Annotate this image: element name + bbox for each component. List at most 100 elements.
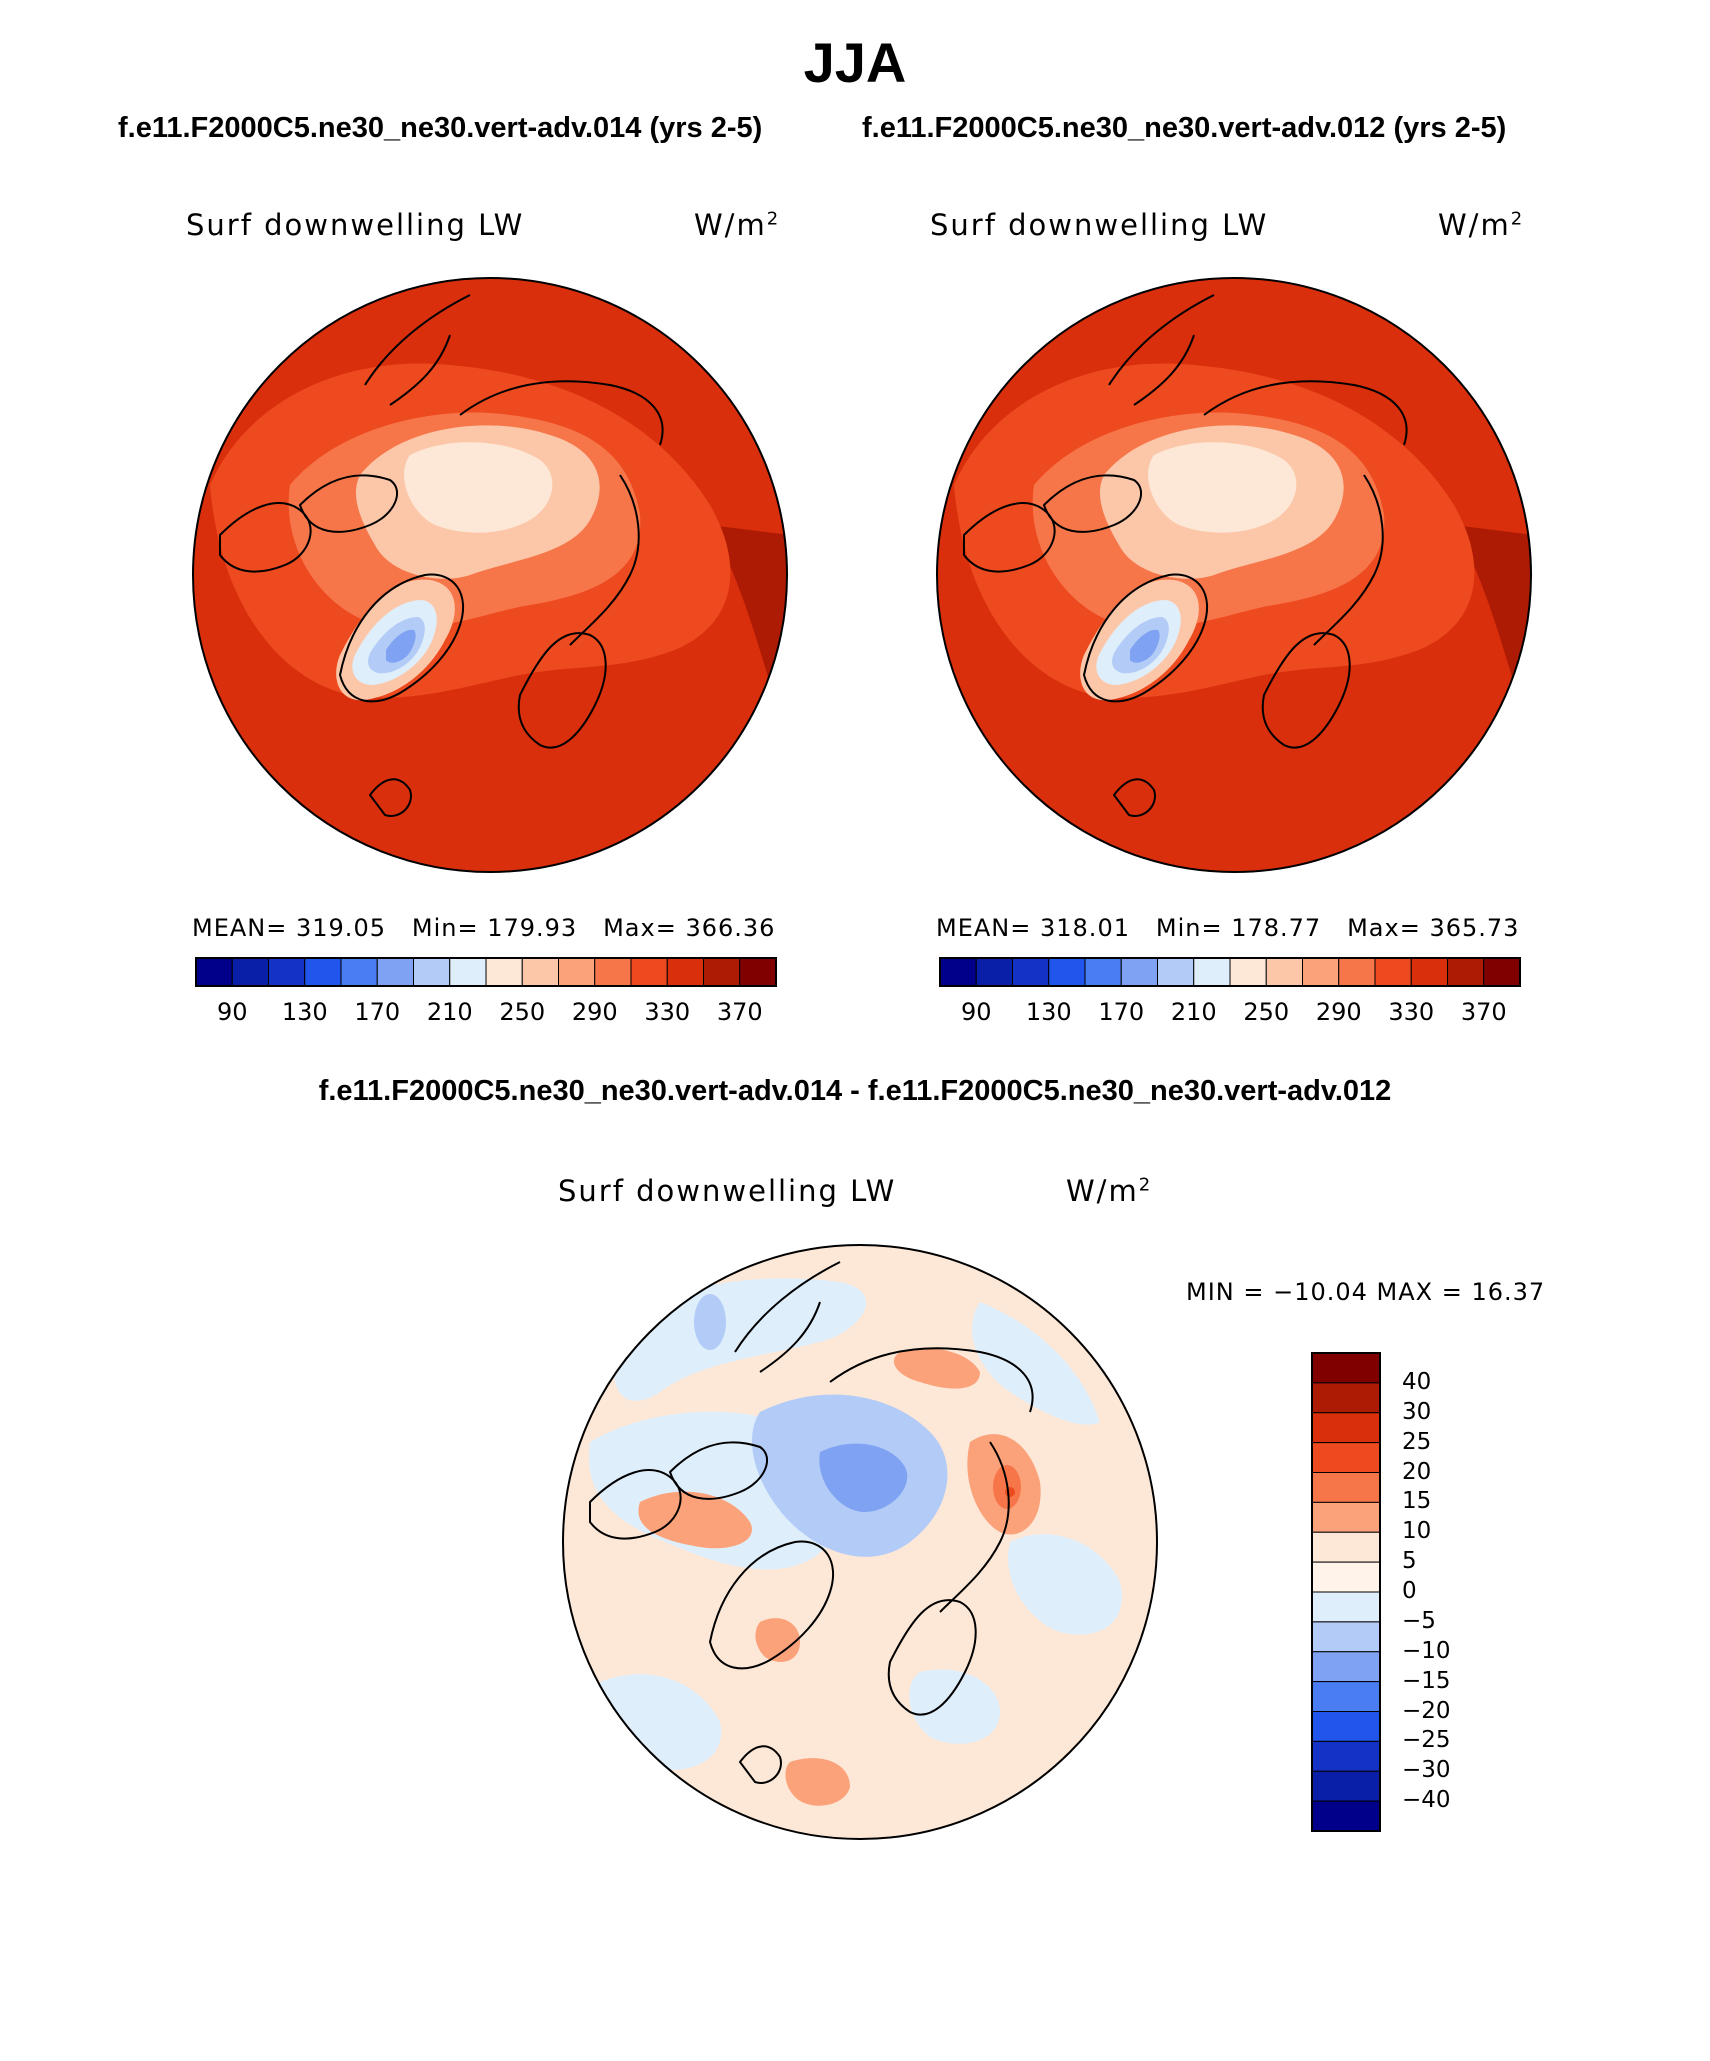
- coastline-alaska: [589, 1469, 682, 1540]
- colorbar-swatch: [521, 957, 559, 987]
- diff-band-10-15: [785, 1758, 850, 1806]
- diff-band-10-15: [755, 1618, 800, 1662]
- colorbar-tick-label: 370: [1460, 998, 1507, 1026]
- colorbar-tick-label: 130: [281, 998, 328, 1026]
- colorbar-swatch: [1120, 957, 1158, 987]
- coastline-eurasia: [459, 380, 664, 446]
- field-band-350: [1454, 525, 1531, 745]
- panel1-stats: MEAN= 319.05 Min= 179.93 Max= 366.36: [192, 914, 776, 942]
- colorbar-swatch: [1483, 957, 1521, 987]
- colorbar-tick-label: 290: [1315, 998, 1362, 1026]
- colorbar-swatch: [739, 957, 777, 987]
- colorbar-tick-label: −5: [1402, 1607, 1436, 1634]
- colorbar-swatch: [630, 957, 668, 987]
- colorbar-frame: [195, 957, 777, 987]
- coastline-canada-archipelago: [669, 1441, 769, 1500]
- diff-band-10-15: [638, 1491, 752, 1549]
- colorbar-swatch: [1311, 1711, 1381, 1742]
- colorbar-swatch: [1311, 1352, 1381, 1384]
- panel2-polar-map: [936, 277, 1532, 873]
- colorbar-swatch: [1311, 1472, 1381, 1503]
- colorbar-tick-label: −20: [1402, 1697, 1451, 1724]
- coastline-scandinavia: [1313, 474, 1384, 646]
- coastline-scandinavia: [939, 1441, 1010, 1613]
- colorbar-swatch: [376, 957, 414, 987]
- panel3-min-max: MIN = −10.04 MAX = 16.37: [1186, 1278, 1546, 1306]
- coastline-alaska: [219, 502, 312, 573]
- coastline-canada-archipelago: [299, 474, 399, 533]
- colorbar-swatch: [195, 957, 233, 987]
- colorbar-swatch: [1193, 957, 1231, 987]
- colorbar-tick-label: 90: [960, 998, 992, 1026]
- panel2-colorbar: [939, 957, 1521, 987]
- colorbar-swatch: [1311, 1561, 1381, 1593]
- colorbar-swatch: [449, 957, 487, 987]
- colorbar-swatch: [1084, 957, 1122, 987]
- colorbar-tick-label: −15: [1402, 1667, 1451, 1694]
- panel3-units: W/m2: [1066, 1174, 1153, 1208]
- colorbar-swatch: [1311, 1442, 1381, 1473]
- colorbar-tick-label: 20: [1402, 1458, 1432, 1485]
- colorbar-tick-label: 290: [571, 998, 618, 1026]
- colorbar-tick-label: 210: [426, 998, 473, 1026]
- coastline-eurasia: [829, 1347, 1034, 1413]
- colorbar-swatch: [231, 957, 269, 987]
- colorbar-swatch: [666, 957, 704, 987]
- colorbar-swatch: [340, 957, 378, 987]
- coastline-norway: [887, 1599, 977, 1716]
- colorbar-swatch: [1410, 957, 1448, 987]
- coastline-siberia: [364, 294, 471, 406]
- diff-band-neg5-0: [971, 1302, 1100, 1425]
- figure-title: JJA: [803, 31, 907, 94]
- colorbar-swatch: [939, 957, 977, 987]
- panel3-colorbar: [1311, 1352, 1381, 1832]
- colorbar-frame: [939, 957, 1521, 987]
- colorbar-tick-label: 25: [1402, 1428, 1432, 1455]
- colorbar-tick-label: 5: [1402, 1548, 1417, 1575]
- colorbar-swatch: [1265, 957, 1303, 987]
- colorbar-tick-label: 330: [644, 998, 691, 1026]
- difference-title: f.e11.F2000C5.ne30_ne30.vert-adv.014 - f…: [318, 1075, 1392, 1107]
- panel1-units: W/m2: [694, 208, 781, 242]
- colorbar-swatch: [1311, 1382, 1381, 1414]
- coastline-greenland: [1083, 573, 1209, 703]
- colorbar-swatch: [594, 957, 632, 987]
- colorbar-swatch: [1447, 957, 1485, 987]
- colorbar-tick-label: −25: [1402, 1727, 1451, 1754]
- colorbar-tick-label: 170: [354, 998, 401, 1026]
- colorbar-swatch: [413, 957, 451, 987]
- coastline-scandinavia: [569, 474, 640, 646]
- colorbar-swatch: [1311, 1501, 1381, 1533]
- colorbar-tick-label: 170: [1098, 998, 1145, 1026]
- panel3-polar-map: [562, 1244, 1158, 1840]
- coastline-alaska: [963, 502, 1056, 573]
- colorbar-swatch: [1012, 957, 1050, 987]
- coastline-siberia: [734, 1261, 841, 1373]
- colorbar-swatch: [1311, 1681, 1381, 1712]
- colorbar-swatch: [1338, 957, 1376, 987]
- greenland-band-170: [1130, 629, 1160, 663]
- colorbar-tick-label: 250: [499, 998, 546, 1026]
- diff-band-20-25: [1005, 1487, 1015, 1497]
- coastline-britain: [739, 1745, 782, 1784]
- colorbar-swatch: [558, 957, 596, 987]
- colorbar-tick-label: 40: [1402, 1368, 1432, 1395]
- coastline-greenland: [709, 1540, 835, 1670]
- colorbar-swatch: [1311, 1800, 1381, 1832]
- coastline-siberia: [1108, 294, 1215, 406]
- colorbar-swatch: [1374, 957, 1412, 987]
- coastline-canada-archipelago: [1043, 474, 1143, 533]
- coastline-norway: [517, 632, 607, 749]
- colorbar-swatch: [1229, 957, 1267, 987]
- colorbar-frame: [1311, 1352, 1381, 1832]
- right-case-subtitle: f.e11.F2000C5.ne30_ne30.vert-adv.012 (yr…: [862, 112, 1507, 144]
- panel1-polar-map: [192, 277, 788, 873]
- colorbar-swatch: [1311, 1621, 1381, 1653]
- coastline-eurasia: [1203, 380, 1408, 446]
- map-boundary: [192, 277, 788, 873]
- colorbar-swatch: [1157, 957, 1195, 987]
- colorbar-tick-label: 330: [1388, 998, 1435, 1026]
- colorbar-swatch: [1311, 1740, 1381, 1772]
- diff-band-neg10-neg5: [694, 1294, 726, 1350]
- colorbar-swatch: [1311, 1591, 1381, 1623]
